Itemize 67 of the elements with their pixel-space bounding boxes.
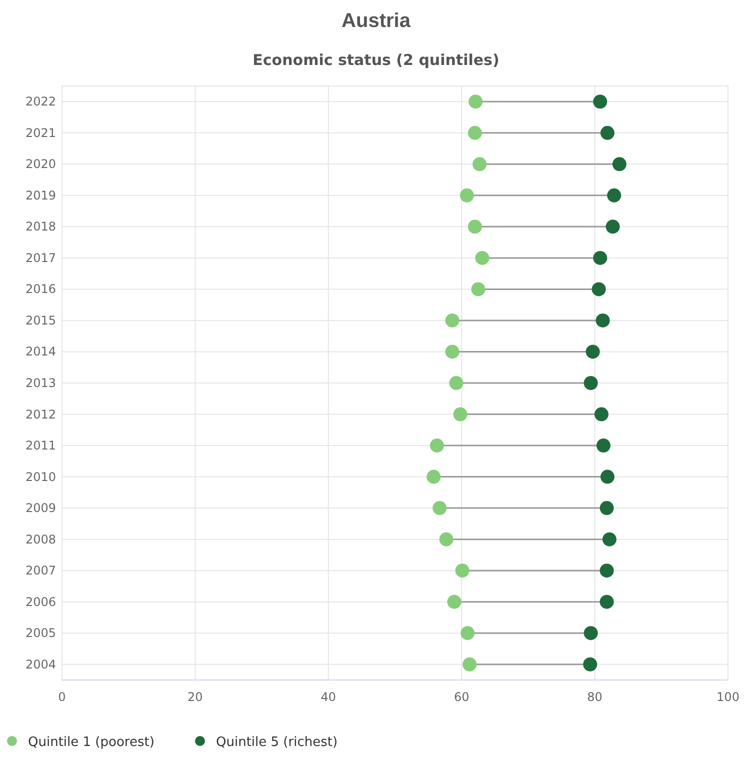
point: [600, 564, 614, 578]
legend-label: Quintile 1 (poorest): [28, 735, 154, 750]
point: [471, 282, 486, 296]
y-tick-label: 2015: [25, 313, 56, 328]
point: [445, 313, 460, 328]
y-tick-label: 2013: [25, 376, 56, 390]
y-tick-label: 2007: [25, 564, 56, 578]
point: [468, 126, 482, 140]
point: [468, 94, 483, 109]
y-tick-label: 2004: [25, 657, 56, 672]
chart-subtitle: Economic status (2 quintiles): [252, 51, 500, 69]
point: [596, 438, 610, 453]
x-tick-label: 60: [454, 690, 470, 704]
point: [584, 626, 598, 640]
point: [460, 626, 475, 640]
point: [584, 376, 598, 390]
y-tick-label: 2017: [25, 250, 56, 265]
point: [593, 250, 608, 265]
legend-label: Quintile 5 (richest): [216, 735, 338, 750]
point: [586, 344, 600, 359]
point: [430, 438, 444, 453]
y-tick-label: 2005: [25, 626, 56, 640]
point: [600, 594, 614, 609]
point: [462, 657, 477, 672]
point: [600, 470, 614, 484]
point: [607, 188, 622, 202]
x-tick-label: 20: [188, 690, 203, 704]
y-tick-label: 2014: [25, 344, 56, 359]
point: [600, 501, 614, 516]
point: [472, 157, 487, 172]
point: [583, 657, 598, 672]
point: [445, 344, 460, 359]
point: [596, 313, 610, 328]
point: [594, 407, 608, 422]
x-tick-label: 40: [320, 690, 336, 704]
x-tick-label: 100: [716, 690, 740, 704]
point: [593, 94, 608, 109]
y-tick-label: 2011: [25, 438, 56, 453]
y-tick-label: 2016: [25, 282, 56, 296]
point: [432, 501, 447, 516]
point: [612, 157, 626, 172]
y-tick-label: 2021: [25, 126, 56, 140]
y-tick-label: 2022: [25, 94, 56, 109]
point: [426, 470, 441, 484]
point: [468, 220, 482, 234]
point: [447, 594, 462, 609]
y-tick-label: 2008: [25, 532, 56, 546]
point: [475, 250, 490, 265]
point: [439, 532, 454, 546]
y-tick-label: 2010: [25, 470, 56, 484]
point: [455, 564, 470, 578]
point: [600, 126, 614, 140]
point: [592, 282, 606, 296]
y-tick-label: 2020: [25, 157, 56, 172]
y-tick-label: 2012: [25, 407, 56, 422]
x-tick-label: 80: [587, 690, 602, 704]
y-tick-label: 2009: [25, 501, 56, 516]
point: [606, 220, 620, 234]
y-tick-label: 2019: [25, 188, 56, 202]
point: [449, 376, 464, 390]
point: [453, 407, 468, 422]
y-tick-label: 2018: [25, 220, 56, 234]
point: [460, 188, 474, 202]
point: [602, 532, 616, 546]
chart-title: Austria: [342, 10, 412, 32]
x-tick-label: 0: [58, 690, 66, 704]
y-tick-label: 2006: [25, 594, 56, 609]
